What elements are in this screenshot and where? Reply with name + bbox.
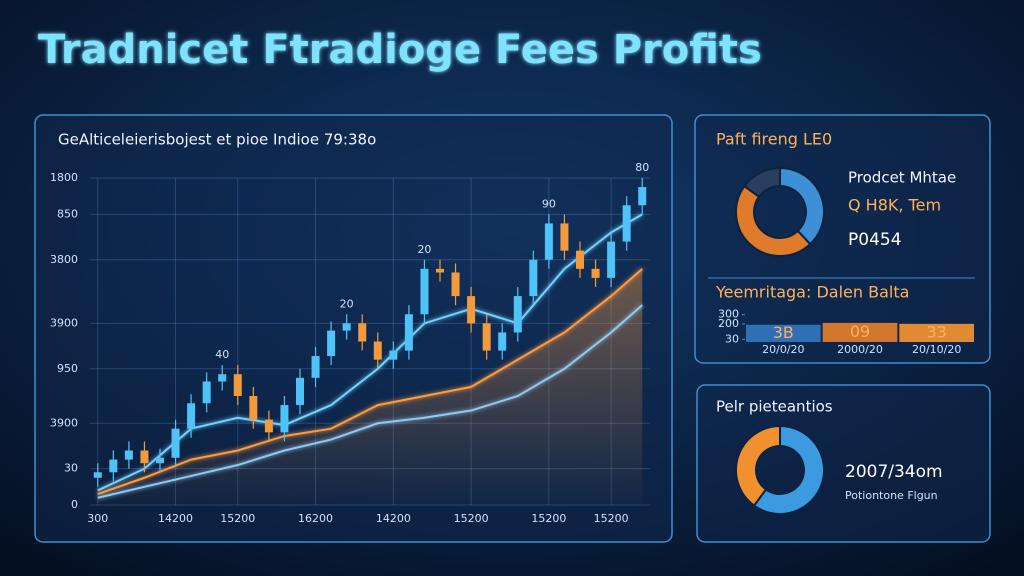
y-tick-label: 3900 bbox=[50, 316, 78, 329]
info-text: Prodcet Mhtae bbox=[848, 169, 956, 187]
donut-segment bbox=[735, 424, 781, 507]
panel-title: Yeemritaga: Dalen Balta bbox=[715, 283, 909, 302]
page-title: Tradnicet Ftradioge Fees Profits bbox=[38, 27, 762, 73]
x-tick-label: 16200 bbox=[298, 512, 333, 525]
candle-body bbox=[591, 268, 600, 278]
area bbox=[97, 268, 643, 505]
candle-body bbox=[218, 374, 227, 382]
panel-title: Paft fireng LE0 bbox=[716, 130, 832, 149]
line bbox=[97, 304, 643, 499]
info-text: P0454 bbox=[848, 230, 902, 250]
candle-body bbox=[156, 457, 164, 464]
donut-segment bbox=[743, 166, 781, 199]
panel-title: GeAlticeleierisbojest et pioe Indioe 79:… bbox=[58, 131, 376, 149]
info-text: Potiontone Flgun bbox=[845, 489, 938, 502]
y-tick-label: 3900 bbox=[50, 416, 78, 429]
candle-body bbox=[373, 341, 382, 360]
candle-body bbox=[327, 330, 336, 357]
x-tick-label: 14200 bbox=[376, 512, 411, 525]
candle-body bbox=[513, 296, 522, 333]
y-tick-label: 300 bbox=[718, 308, 739, 321]
candle-body bbox=[296, 377, 304, 406]
annotation: 20 bbox=[340, 297, 354, 310]
candle-body bbox=[202, 381, 211, 404]
candle-body bbox=[467, 296, 476, 324]
bar-label: 33 bbox=[926, 322, 946, 341]
y-tick-label: 200 bbox=[718, 317, 739, 330]
candle-body bbox=[249, 396, 258, 420]
candle-body bbox=[607, 241, 616, 278]
candle-body bbox=[171, 428, 180, 458]
candle-body bbox=[389, 350, 398, 360]
x-tick-label: 20/10/20 bbox=[912, 343, 961, 356]
x-tick-label: 15200 bbox=[454, 512, 489, 525]
candle-body bbox=[498, 332, 507, 351]
candle-body bbox=[420, 268, 429, 315]
bar bbox=[822, 322, 898, 342]
candle-body bbox=[187, 403, 196, 429]
y-tick-label: 850 bbox=[57, 207, 78, 220]
bar-label: 09 bbox=[850, 322, 870, 341]
candle-body bbox=[482, 323, 491, 351]
y-tick-label: 950 bbox=[57, 362, 78, 375]
candle-body bbox=[622, 205, 631, 242]
candle-body bbox=[358, 323, 367, 342]
y-tick-label: 1800 bbox=[50, 171, 78, 184]
panel-title: Pelr pieteantios bbox=[716, 398, 833, 416]
candle-body bbox=[280, 405, 289, 433]
x-tick-label: 15200 bbox=[531, 512, 566, 525]
donut-segment bbox=[779, 166, 825, 246]
bar bbox=[899, 323, 974, 342]
x-tick-label: 300 bbox=[87, 512, 108, 525]
donut-segment bbox=[752, 424, 825, 515]
y-tick-label: 3800 bbox=[50, 253, 78, 266]
candle-body bbox=[93, 472, 102, 478]
annotation: 20 bbox=[417, 243, 431, 256]
candle-body bbox=[404, 314, 413, 351]
candle-body bbox=[109, 459, 118, 473]
info-text: 2007/34om bbox=[845, 462, 943, 482]
x-tick-label: 20/0/20 bbox=[762, 343, 804, 356]
info-text: Q H8K, Tem bbox=[848, 196, 941, 215]
candle-body bbox=[124, 450, 133, 460]
candle-body bbox=[140, 450, 149, 464]
bar bbox=[746, 324, 821, 342]
candle-body bbox=[529, 259, 538, 297]
candle-body bbox=[576, 250, 584, 269]
candle-body bbox=[342, 323, 351, 331]
annotation: 80 bbox=[635, 161, 649, 174]
donut-segment bbox=[735, 184, 812, 257]
x-tick-label: 15200 bbox=[594, 512, 629, 525]
y-tick-label: 0 bbox=[71, 498, 78, 511]
annotation: 40 bbox=[215, 348, 229, 361]
bar-label: 3B bbox=[773, 323, 794, 342]
candle-body bbox=[638, 187, 647, 206]
candle-body bbox=[560, 223, 569, 251]
y-tick-label: 30 bbox=[725, 332, 739, 345]
candle-body bbox=[436, 268, 444, 273]
candle-body bbox=[544, 223, 553, 260]
line bbox=[97, 268, 643, 496]
candle-body bbox=[451, 272, 460, 297]
candle-body bbox=[264, 419, 273, 433]
annotation: 90 bbox=[542, 197, 556, 210]
y-tick-label: 30 bbox=[64, 462, 78, 475]
x-tick-label: 14200 bbox=[158, 512, 193, 525]
candle-body bbox=[311, 356, 320, 378]
x-tick-label: 15200 bbox=[220, 512, 255, 525]
candle-body bbox=[233, 374, 242, 396]
x-tick-label: 2000/20 bbox=[837, 343, 883, 356]
